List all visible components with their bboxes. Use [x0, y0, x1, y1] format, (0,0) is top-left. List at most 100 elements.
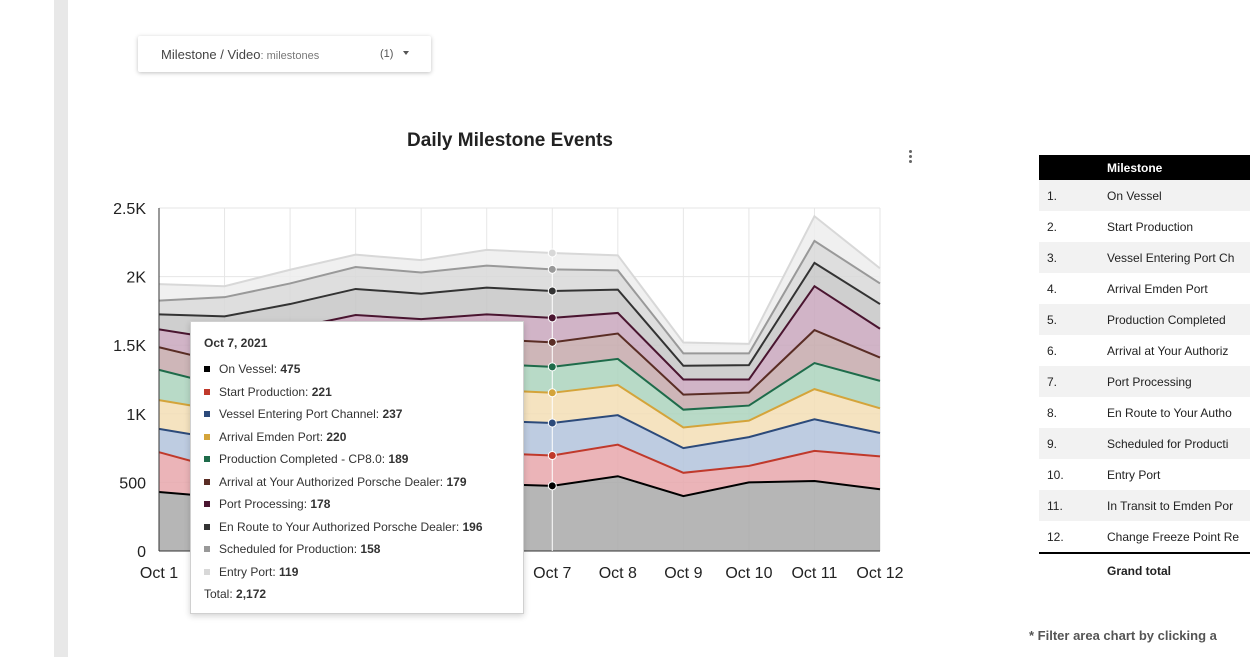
more-options-icon[interactable]	[905, 150, 915, 168]
tooltip-row-value: 158	[360, 542, 381, 556]
chart-tooltip: Oct 7, 2021 On Vessel: 475 Start Producti…	[190, 321, 524, 614]
tooltip-row-value: 237	[382, 407, 403, 421]
table-row[interactable]: 8. En Route to Your Autho	[1039, 397, 1250, 428]
tooltip-row-value: 179	[446, 474, 467, 489]
row-number: 12.	[1047, 530, 1064, 544]
milestone-name: Arrival at Your Authoriz	[1107, 344, 1229, 358]
chevron-down-icon	[403, 51, 409, 55]
x-tick-label: Oct 11	[791, 565, 837, 582]
series-line	[158, 239, 881, 355]
milestone-name: Entry Port	[1107, 468, 1161, 482]
table-row[interactable]: 11. In Transit to Emden Por	[1039, 490, 1250, 521]
tooltip-row-label: Scheduled for Production:	[219, 542, 361, 556]
tooltip-row: Entry Port: 119	[204, 565, 298, 579]
row-number: 3.	[1047, 251, 1058, 265]
hover-point	[547, 264, 557, 274]
legend-swatch	[204, 501, 210, 507]
row-number: 1.	[1047, 189, 1058, 203]
table-row[interactable]: 4. Arrival Emden Port	[1039, 273, 1250, 304]
tooltip-row: En Route to Your Authorized Porsche Deal…	[204, 520, 483, 534]
y-tick-label: 2K	[126, 270, 146, 287]
row-number: 8.	[1047, 406, 1058, 420]
footnote: * Filter area chart by clicking a	[1029, 628, 1217, 643]
hover-point	[547, 388, 557, 398]
hover-point	[547, 481, 557, 491]
tooltip-row: Arrival at Your Authorized Porsche Deale…	[204, 475, 467, 489]
row-number: 5.	[1047, 313, 1058, 327]
x-tick-label: Oct 1	[140, 565, 178, 582]
y-tick-label: 1.5K	[113, 338, 146, 355]
tooltip-row-label: Arrival Emden Port:	[219, 429, 327, 444]
filter-value: : milestones	[260, 49, 320, 62]
tooltip-row-value: 189	[388, 452, 409, 466]
y-tick-label: 0	[137, 544, 146, 561]
milestone-name: Start Production	[1107, 220, 1194, 234]
tooltip-row: Port Processing: 178	[204, 497, 330, 511]
hover-point	[547, 362, 557, 372]
y-tick-label: 500	[119, 475, 146, 492]
row-number: 11.	[1047, 499, 1063, 513]
row-number: 4.	[1047, 282, 1058, 296]
table-row[interactable]: 10. Entry Port	[1039, 459, 1250, 490]
tooltip-row-value: 196	[462, 519, 483, 534]
filter-count: (1)	[380, 48, 394, 60]
milestone-name: Vessel Entering Port Ch	[1107, 251, 1235, 265]
milestone-name: En Route to Your Autho	[1107, 406, 1232, 420]
tooltip-row: Arrival Emden Port: 220	[204, 430, 346, 444]
milestone-name: Arrival Emden Port	[1107, 282, 1208, 296]
hover-point	[547, 418, 557, 428]
milestone-name: In Transit to Emden Por	[1107, 499, 1234, 513]
table-row[interactable]: 9. Scheduled for Producti	[1039, 428, 1250, 459]
table-row[interactable]: 5. Production Completed	[1039, 304, 1250, 335]
series-line	[158, 214, 881, 345]
milestone-filter-dropdown[interactable]: Milestone / Video: milestones (1)	[138, 36, 431, 72]
legend-swatch	[204, 433, 210, 440]
table-row[interactable]: 3. Vessel Entering Port Ch	[1039, 242, 1250, 273]
table-header-label: Milestone	[1107, 161, 1163, 175]
legend-swatch	[204, 366, 210, 372]
tooltip-row: Production Completed - CP8.0: 189	[204, 452, 408, 466]
series-line	[158, 261, 881, 367]
chart-title: Daily Milestone Events	[407, 130, 613, 151]
table-row[interactable]: 7. Port Processing	[1039, 366, 1250, 397]
tooltip-row: Vessel Entering Port Channel: 237	[204, 407, 402, 421]
filter-label-text: Milestone / Video	[161, 46, 261, 62]
table-row[interactable]: 12. Change Freeze Point Re	[1039, 521, 1250, 552]
table-row[interactable]: 6. Arrival at Your Authoriz	[1039, 335, 1250, 366]
tooltip-row: Start Production: 221	[204, 385, 332, 399]
table-header[interactable]: Milestone	[1039, 155, 1250, 180]
tooltip-row-label: Production Completed - CP8.0:	[219, 452, 389, 466]
legend-swatch	[204, 411, 210, 417]
milestone-table: Milestone 1. On Vessel 2. Start Production 3…	[1039, 155, 1250, 586]
tooltip-row-label: En Route to Your Authorized Porsche Deal…	[219, 519, 463, 534]
tooltip-row: On Vessel: 475	[204, 362, 300, 376]
table-row[interactable]: 2. Start Production	[1039, 211, 1250, 242]
tooltip-row-label: Entry Port:	[219, 564, 280, 579]
tooltip-row-label: Vessel Entering Port Channel:	[219, 407, 383, 421]
x-tick-label: Oct 9	[664, 565, 702, 582]
legend-swatch	[204, 523, 210, 530]
tooltip-row-label: Arrival at Your Authorized Porsche Deale…	[219, 474, 447, 489]
row-number: 9.	[1047, 437, 1058, 451]
hover-point	[547, 248, 557, 258]
legend-swatch	[204, 546, 210, 552]
x-tick-label: Oct 8	[599, 565, 637, 582]
table-body: 1. On Vessel 2. Start Production 3. Vessel En…	[1039, 180, 1250, 552]
table-footer: Grand total	[1039, 552, 1250, 586]
x-tick-label: Oct 12	[856, 565, 903, 582]
row-number: 2.	[1047, 220, 1058, 234]
tooltip-total: Total: 2,172	[204, 587, 266, 601]
tooltip-total-value: 2,172	[236, 587, 267, 601]
tooltip-row-value: 178	[310, 497, 331, 511]
milestone-name: Scheduled for Producti	[1107, 437, 1229, 451]
table-row[interactable]: 1. On Vessel	[1039, 180, 1250, 211]
tooltip-row-label: On Vessel:	[219, 362, 281, 376]
tooltip-row-label: Start Production:	[219, 384, 312, 399]
tooltip-row-value: 220	[326, 429, 347, 444]
legend-swatch	[204, 478, 210, 485]
y-tick-label: 1K	[126, 407, 146, 424]
tooltip-row: Scheduled for Production: 158	[204, 542, 380, 556]
filter-label: Milestone / Video: milestones	[161, 47, 319, 62]
tooltip-date: Oct 7, 2021	[204, 336, 268, 350]
legend-swatch	[204, 456, 210, 462]
